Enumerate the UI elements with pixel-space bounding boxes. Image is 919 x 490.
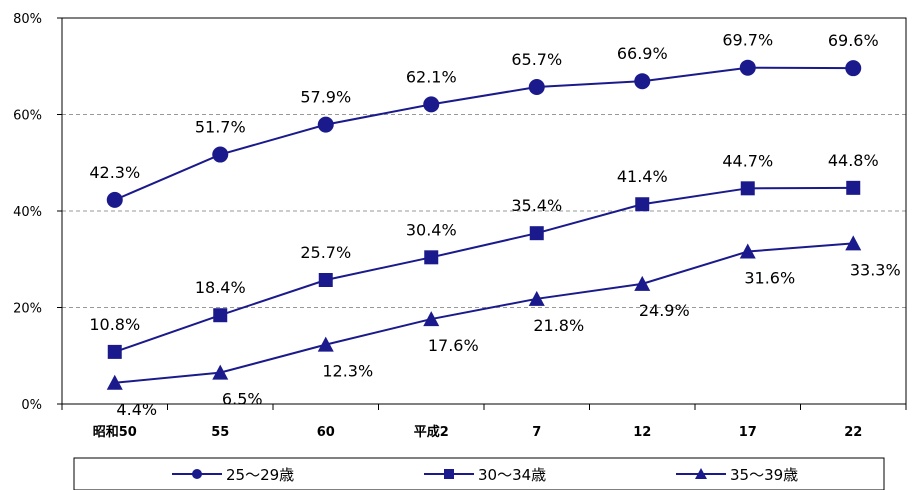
data-point bbox=[107, 344, 122, 359]
y-tick-label: 0% bbox=[21, 398, 42, 413]
data-label: 51.7% bbox=[195, 118, 246, 137]
series-line bbox=[114, 242, 854, 384]
data-point bbox=[634, 73, 651, 90]
data-point bbox=[635, 197, 650, 212]
y-tick-labels: 0% 20% 40% 60% 80% bbox=[13, 12, 42, 413]
data-label: 33.3% bbox=[850, 260, 901, 279]
data-label: 4.4% bbox=[116, 400, 157, 419]
data-point bbox=[423, 311, 440, 327]
data-label: 65.7% bbox=[511, 50, 562, 69]
x-tick-label: 22 bbox=[844, 425, 862, 440]
data-point bbox=[739, 59, 756, 76]
legend-entry: 30～34歳 bbox=[424, 466, 546, 484]
series-line bbox=[114, 66, 854, 201]
data-point bbox=[423, 96, 440, 113]
axes bbox=[57, 17, 907, 410]
legend-marker bbox=[192, 469, 202, 479]
x-tick-label: 昭和50 bbox=[93, 424, 137, 440]
data-label: 69.6% bbox=[828, 31, 879, 50]
data-label: 35.4% bbox=[511, 196, 562, 215]
data-point bbox=[106, 191, 123, 208]
x-tick-label: 55 bbox=[211, 425, 229, 440]
y-tick-label: 20% bbox=[13, 302, 42, 317]
x-tick-label: 平成2 bbox=[414, 424, 449, 440]
data-point bbox=[213, 308, 228, 323]
data-point bbox=[740, 181, 755, 196]
data-label: 6.5% bbox=[222, 390, 263, 409]
data-point bbox=[739, 243, 756, 259]
data-point bbox=[845, 235, 862, 251]
data-label: 21.8% bbox=[533, 316, 584, 335]
data-label: 44.8% bbox=[828, 151, 879, 170]
series-circle: 42.3% 51.7% 57.9% 62.1% 65.7% 66.9% 69.7% 69.6% bbox=[89, 31, 879, 208]
data-label: 24.9% bbox=[639, 301, 690, 320]
data-point bbox=[528, 78, 545, 95]
x-tick-label: 17 bbox=[739, 425, 757, 440]
data-point bbox=[845, 60, 862, 77]
data-label: 69.7% bbox=[722, 31, 773, 50]
x-tick-labels: 昭和50 55 60 平成2 7 12 17 22 bbox=[93, 424, 863, 440]
data-point bbox=[846, 180, 861, 195]
data-label: 18.4% bbox=[195, 278, 246, 297]
x-tick-label: 60 bbox=[317, 425, 335, 440]
y-tick-label: 80% bbox=[13, 12, 42, 27]
data-point bbox=[529, 226, 544, 241]
data-point bbox=[106, 374, 123, 390]
data-label: 66.9% bbox=[617, 44, 668, 63]
data-label: 42.3% bbox=[89, 163, 140, 182]
data-label: 41.4% bbox=[617, 167, 668, 186]
data-point bbox=[424, 250, 439, 265]
series-line bbox=[114, 186, 854, 353]
data-label: 25.7% bbox=[300, 243, 351, 262]
data-label: 17.6% bbox=[428, 336, 479, 355]
data-label: 31.6% bbox=[744, 269, 795, 288]
legend-entry: 25～29歳 bbox=[172, 466, 294, 484]
data-label: 12.3% bbox=[322, 362, 373, 381]
data-label: 44.7% bbox=[722, 151, 773, 170]
data-point bbox=[634, 275, 651, 291]
data-label: 57.9% bbox=[300, 88, 351, 107]
legend: 25～29歳 30～34歳 35～39歳 bbox=[73, 457, 885, 490]
series-square: 10.8% 18.4% 25.7% 30.4% 35.4% 41.4% 44.7% 44.8% bbox=[89, 151, 879, 359]
legend-marker bbox=[444, 469, 454, 479]
data-label: 30.4% bbox=[406, 220, 457, 239]
data-label: 10.8% bbox=[89, 315, 140, 334]
data-point bbox=[212, 146, 229, 163]
legend-label: 30～34歳 bbox=[478, 466, 546, 484]
data-point bbox=[318, 272, 333, 287]
y-tick-label: 40% bbox=[13, 205, 42, 220]
data-point bbox=[317, 336, 334, 352]
legend-entry: 35～39歳 bbox=[676, 466, 798, 484]
data-label: 62.1% bbox=[406, 67, 457, 86]
y-tick-label: 60% bbox=[13, 109, 42, 124]
legend-marker bbox=[695, 468, 707, 479]
legend-box bbox=[73, 457, 885, 490]
legend-label: 35～39歳 bbox=[730, 466, 798, 484]
data-point bbox=[528, 290, 545, 306]
series-triangle: 4.4% 6.5% 12.3% 17.6% 21.8% 24.9% 31.6% 33.3% bbox=[106, 235, 901, 419]
data-point bbox=[317, 116, 334, 133]
x-tick-label: 7 bbox=[532, 425, 541, 440]
x-tick-label: 12 bbox=[633, 425, 651, 440]
data-point bbox=[212, 364, 229, 380]
legend-label: 25～29歳 bbox=[226, 466, 294, 484]
series-group: 42.3% 51.7% 57.9% 62.1% 65.7% 66.9% 69.7% 69.6%… bbox=[89, 31, 900, 419]
gridlines bbox=[62, 114, 906, 308]
